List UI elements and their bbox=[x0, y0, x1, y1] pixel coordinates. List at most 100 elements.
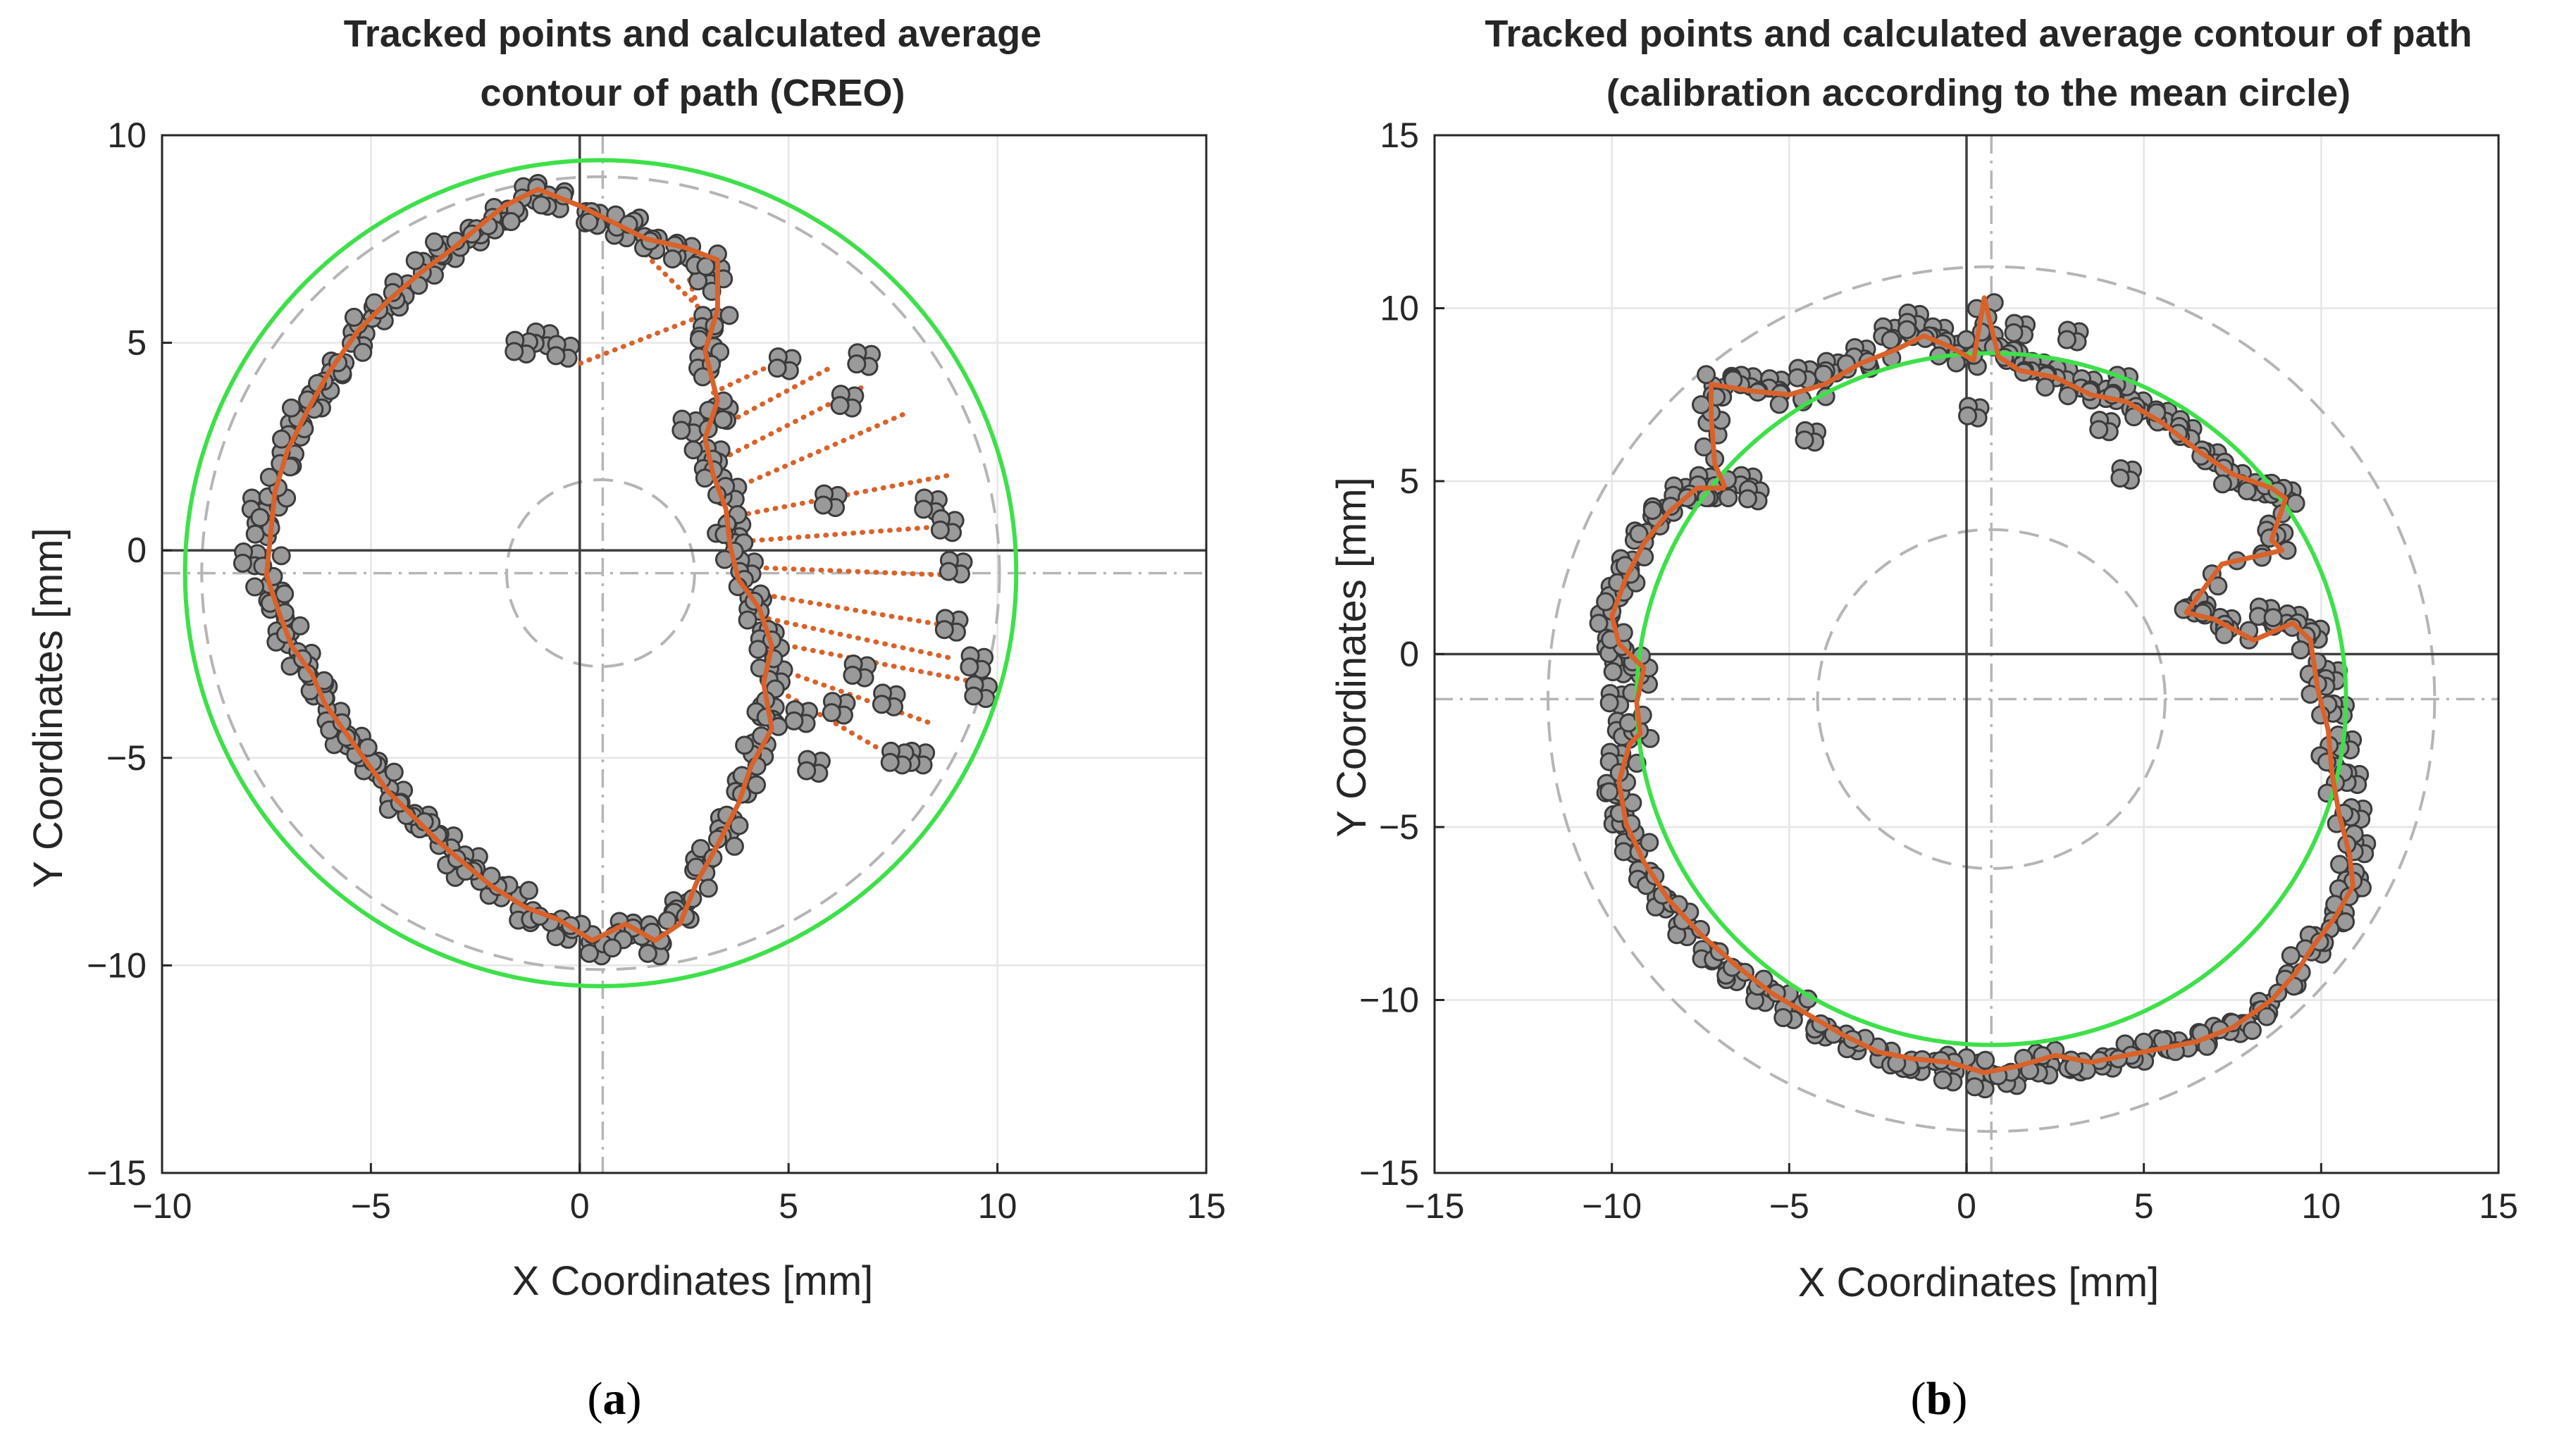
panel-b-chart: Tracked points and calculated average co… bbox=[1329, 13, 2518, 1305]
panel-a-tracked-point-74-marker-4 bbox=[822, 703, 841, 723]
panel-a-contour-band-marker-18-3 bbox=[735, 735, 755, 755]
panel-a-ray-11 bbox=[757, 614, 954, 661]
panel-b-contour-band-marker-68-3 bbox=[1642, 500, 1662, 520]
panel-label-a: (a) bbox=[588, 1373, 642, 1424]
panel-a-tracked-point-62-marker-4 bbox=[872, 695, 891, 714]
panel-b-y-tick-label-2: −5 bbox=[1379, 807, 1419, 847]
panel-a-contour-band-marker-48-0 bbox=[405, 251, 425, 271]
panel-a-contour-band-marker-43-0 bbox=[272, 429, 292, 449]
panel-b-contour-band-marker-8-0 bbox=[1881, 330, 1900, 350]
panel-b-tracked-point-83 bbox=[2089, 411, 2121, 442]
panel-a-ray-10 bbox=[744, 589, 946, 628]
panel-b-contour-band-marker-5-0 bbox=[1769, 395, 1789, 414]
panel-a-tracked-point-58 bbox=[767, 347, 802, 380]
panel-a-contour-band-marker-20-1 bbox=[729, 816, 749, 835]
panel-a-contour-band-marker-25-3 bbox=[602, 938, 622, 958]
panel-a-contour-band-marker-40-0 bbox=[245, 577, 265, 597]
panel-a-tracked-point-59 bbox=[847, 343, 881, 376]
panel-b-contour-band-marker-70-3 bbox=[1719, 488, 1738, 508]
panel-a-tracked-point-72 bbox=[784, 700, 819, 733]
panel-a-contour-band-marker-5-0 bbox=[662, 249, 682, 269]
panel-a-x-tick-label-3: 5 bbox=[779, 1186, 798, 1226]
panel-a-tracked-point-63 bbox=[901, 741, 936, 775]
panel-a-ray-0 bbox=[577, 306, 720, 366]
panel-b-contour-band-marker-1-1 bbox=[1694, 437, 1714, 456]
panel-b-tracked-point-78 bbox=[1958, 397, 1990, 428]
panel-b-contour-band-marker-56-0 bbox=[1691, 919, 1710, 939]
panel-a-tracked-point-65 bbox=[960, 646, 994, 679]
panel-b-title-line-2: (calibration according to the mean circl… bbox=[1606, 72, 2351, 114]
panel-a-tracked-point-71-marker-4 bbox=[813, 495, 833, 515]
panel-b-tracked-point-81-marker-4 bbox=[1738, 489, 1757, 509]
panel-a-x-tick-label-0: −10 bbox=[132, 1186, 192, 1226]
panel-a-plot-area bbox=[162, 135, 1206, 1173]
panel-a-contour-band-marker-15-0 bbox=[738, 610, 757, 630]
panel-b-contour-band-marker-40-3 bbox=[2242, 1021, 2262, 1040]
panel-a-tracked-point-70 bbox=[930, 509, 965, 542]
panel-b-tracked-point-3-marker-4 bbox=[1599, 693, 1619, 713]
panel-b-contour-band-marker-20-2 bbox=[2237, 481, 2257, 501]
panel-a-chart: Tracked points and calculated average co… bbox=[25, 13, 1226, 1304]
panel-a-tracked-point-64-marker-4 bbox=[880, 752, 900, 772]
panel-b-x-tick-label-6: 15 bbox=[2479, 1186, 2518, 1226]
panel-b-tracked-point-78-marker-4 bbox=[1958, 406, 1978, 425]
panel-a-y-tick-label-4: 5 bbox=[127, 323, 147, 363]
panel-b-y-tick-label-0: −15 bbox=[1359, 1153, 1419, 1193]
panel-a-contour-band-marker-10-0 bbox=[683, 440, 703, 460]
panel-a-tracked-point-1-marker-4 bbox=[245, 524, 265, 544]
panel-b-tracked-point-79 bbox=[1795, 421, 1827, 452]
panel-a-contour-band-marker-43-3 bbox=[281, 398, 301, 418]
panel-a-contour-band-marker-9-0 bbox=[714, 391, 733, 411]
panel-a-average-contour-line bbox=[264, 187, 774, 943]
panel-a-contour-band-marker-20-3 bbox=[724, 836, 744, 856]
panel-b-contour-band-marker-38-3 bbox=[2281, 946, 2301, 966]
panel-a-title-line-1: Tracked points and calculated average bbox=[344, 13, 1041, 55]
panel-b-tracked-point-81 bbox=[1738, 480, 1770, 511]
panel-a-y-tick-label-1: −10 bbox=[87, 945, 147, 985]
panel-b-contour-band-marker-30-0 bbox=[2291, 640, 2310, 660]
panel-a-contour-band-marker-39-2 bbox=[275, 584, 295, 604]
panel-a-contour-band-marker-38-1 bbox=[290, 616, 310, 635]
panel-a-tracked-point-69-marker-4 bbox=[914, 499, 934, 519]
panel-a-tracked-point-31-marker-4 bbox=[579, 943, 599, 963]
panel-b-contour-band-marker-22-0 bbox=[2286, 493, 2305, 513]
panel-a-tracked-point-67-marker-4 bbox=[939, 561, 958, 581]
panel-b-tracked-point-53 bbox=[1788, 359, 1820, 390]
panel-a-contour-band-marker-23-2 bbox=[657, 911, 677, 931]
panel-a-tracked-point-35-marker-4 bbox=[638, 943, 657, 963]
panel-b-tracked-point-20-marker-4 bbox=[1933, 1070, 1952, 1090]
panel-a-y-axis-label: Y Coordinates [mm] bbox=[25, 528, 71, 888]
panel-a-ray-9 bbox=[736, 564, 954, 578]
panel-a-tracked-point-68-marker-4 bbox=[934, 620, 954, 640]
panel-a-tracked-point-64 bbox=[880, 741, 915, 775]
panel-b-tracked-point-53-marker-4 bbox=[1788, 368, 1807, 387]
panel-a-tracked-point-56 bbox=[504, 330, 538, 364]
panel-a-x-tick-label-2: 0 bbox=[570, 1186, 590, 1226]
panel-a-y-tick-label-0: −15 bbox=[87, 1153, 147, 1193]
svg-text:(b): (b) bbox=[1911, 1373, 1968, 1424]
panel-a-title-line-2: contour of path (CREO) bbox=[481, 72, 905, 114]
panel-label-b: (b) bbox=[1911, 1373, 1968, 1424]
panel-a-contour-band-marker-0-3 bbox=[531, 195, 551, 215]
panel-a-x-tick-label-1: −5 bbox=[351, 1186, 391, 1226]
panel-a-tracked-point-61-marker-4 bbox=[843, 666, 862, 685]
panel-a-y-tick-label-3: 0 bbox=[127, 530, 147, 570]
panel-label-b-letter: b bbox=[1926, 1373, 1952, 1424]
panel-a-axes-frame bbox=[161, 134, 1208, 1174]
panel-a-tracked-point-66 bbox=[964, 675, 998, 709]
panel-a-tracked-point-70-marker-4 bbox=[930, 520, 950, 540]
panel-b-tracked-point-83-marker-4 bbox=[2089, 420, 2109, 440]
panel-b-contour-band-marker-40-1 bbox=[2257, 1007, 2277, 1026]
panel-b-contour-band-marker-25-1 bbox=[2208, 576, 2228, 596]
panel-b-x-tick-label-4: 5 bbox=[2134, 1186, 2154, 1226]
panel-b-x-tick-label-3: 0 bbox=[1957, 1186, 1976, 1226]
panel-b-y-tick-label-3: 0 bbox=[1399, 635, 1419, 674]
panel-b-y-axis-label: Y Coordinates [mm] bbox=[1329, 477, 1375, 837]
panel-b-contour-band-marker-20-0 bbox=[2212, 474, 2232, 494]
panel-b-contour-band-marker-3-0 bbox=[1697, 365, 1716, 385]
panel-a-x-axis-label: X Coordinates [mm] bbox=[512, 1258, 874, 1304]
panel-b-x-tick-label-0: −15 bbox=[1405, 1186, 1465, 1226]
panel-b-title-line-1: Tracked points and calculated average co… bbox=[1485, 13, 2472, 55]
panel-a-contour-band-marker-40-3 bbox=[271, 546, 291, 566]
panel-b-contour-band-marker-37-0 bbox=[2336, 912, 2355, 932]
